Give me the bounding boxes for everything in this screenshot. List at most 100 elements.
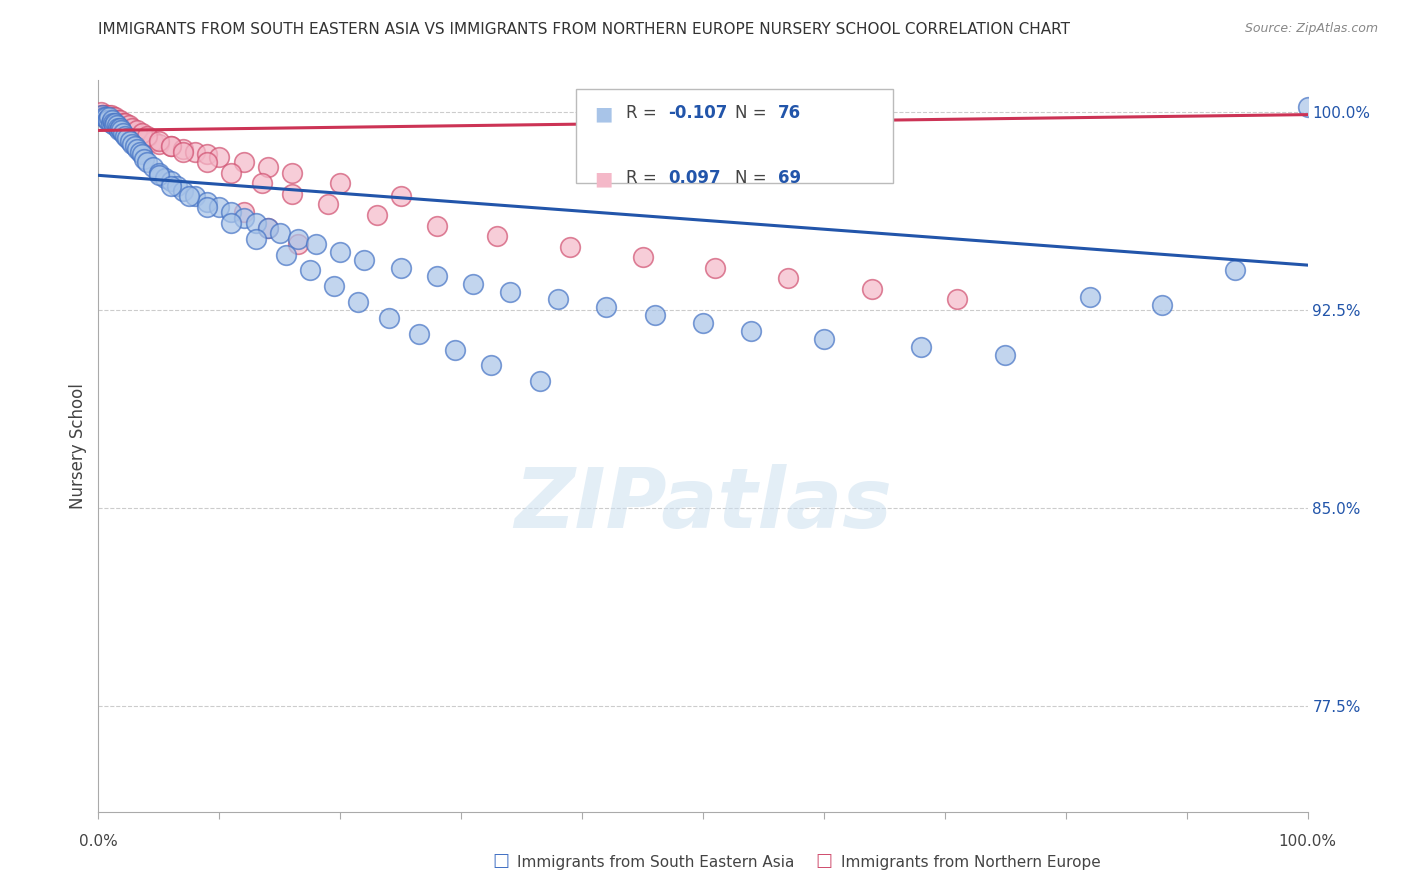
Point (177, 189, 201, 203)
Point (98, 110, 121, 124)
Point (93, 107, 115, 121)
Point (184, 189, 207, 203)
Point (108, 123, 131, 137)
Point (377, 310, 399, 325)
Point (269, 227, 291, 241)
Y-axis label: Nursery School: Nursery School (69, 383, 87, 509)
Point (232, 205, 254, 219)
Point (111, 115, 134, 129)
Text: ZIPatlas: ZIPatlas (515, 464, 891, 545)
Text: N =: N = (735, 104, 772, 122)
Point (426, 268, 449, 283)
Point (221, 205, 243, 219)
Point (1296, 100, 1319, 114)
Point (1152, 298, 1174, 312)
Point (776, 271, 799, 285)
Point (121, 120, 143, 135)
Point (208, 150, 231, 164)
Point (287, 232, 309, 246)
Point (287, 237, 309, 252)
Point (329, 244, 352, 259)
Point (704, 260, 727, 275)
Point (172, 184, 194, 198)
Point (100, 107, 122, 121)
Point (104, 112, 127, 127)
Point (486, 229, 509, 244)
Point (245, 216, 267, 230)
Text: 0.0%: 0.0% (79, 834, 118, 848)
Text: 0.097: 0.097 (668, 169, 720, 187)
Point (100, 110, 122, 124)
Point (91, 107, 114, 121)
Point (131, 147, 153, 161)
Point (172, 142, 194, 156)
Point (107, 115, 129, 129)
Point (860, 282, 883, 296)
Point (837, 131, 859, 145)
Point (232, 211, 254, 225)
Text: 100.0%: 100.0% (1278, 834, 1337, 848)
Point (184, 145, 207, 159)
Point (98, 110, 121, 124)
Text: 76: 76 (778, 104, 800, 122)
Point (114, 118, 136, 132)
Point (389, 260, 412, 275)
Point (195, 194, 218, 209)
Point (100, 115, 122, 129)
Point (104, 110, 127, 124)
Text: N =: N = (735, 169, 772, 187)
Point (103, 112, 125, 127)
Point (256, 161, 278, 175)
Text: □: □ (815, 852, 832, 870)
Point (148, 136, 170, 151)
Point (692, 316, 714, 330)
Point (1078, 290, 1101, 304)
Point (110, 123, 132, 137)
Point (105, 118, 128, 132)
Point (97, 107, 120, 121)
Point (316, 197, 339, 211)
Point (389, 189, 412, 203)
Point (101, 112, 124, 127)
Point (274, 247, 297, 261)
Point (91, 107, 114, 121)
Point (529, 374, 551, 388)
Point (195, 147, 218, 161)
Point (128, 145, 150, 159)
Text: Source: ZipAtlas.com: Source: ZipAtlas.com (1244, 22, 1378, 36)
Point (100, 112, 122, 127)
Point (111, 118, 134, 132)
Point (148, 169, 170, 183)
Point (97, 112, 120, 127)
Point (481, 359, 503, 373)
Point (108, 112, 131, 127)
Point (910, 340, 932, 354)
Point (444, 343, 467, 357)
Point (131, 126, 153, 140)
Point (329, 176, 352, 190)
Point (142, 161, 165, 175)
Point (124, 139, 146, 153)
Point (153, 171, 176, 186)
Point (813, 123, 835, 137)
Point (298, 263, 321, 277)
Point (221, 216, 243, 230)
Point (108, 115, 131, 129)
Point (994, 348, 1017, 362)
Point (221, 166, 243, 180)
Point (256, 221, 278, 235)
Point (353, 252, 375, 267)
Point (813, 332, 835, 346)
Point (114, 128, 136, 143)
Point (101, 115, 124, 129)
Text: Immigrants from Northern Europe: Immigrants from Northern Europe (841, 855, 1101, 870)
Point (160, 178, 183, 193)
Point (208, 200, 231, 214)
Point (135, 128, 157, 143)
Point (127, 123, 149, 137)
Point (426, 219, 449, 233)
Point (595, 301, 617, 315)
Point (105, 112, 128, 127)
Point (408, 326, 430, 341)
Point (94, 107, 117, 121)
